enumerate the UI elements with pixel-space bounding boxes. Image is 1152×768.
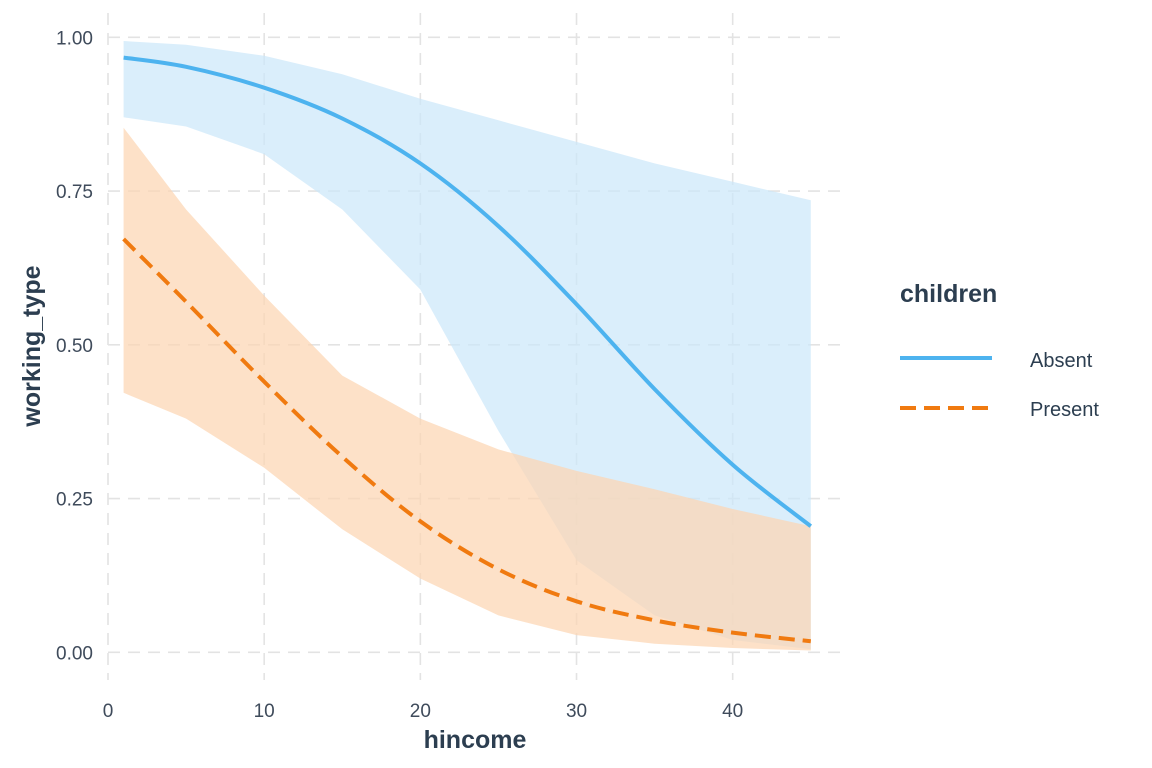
x-tick-label: 30 (566, 701, 587, 722)
line-layer (122, 55, 813, 644)
x-tick-label: 10 (254, 701, 275, 722)
ribbon-layer (123, 41, 811, 651)
x-tick-label: 0 (103, 701, 114, 722)
y-axis-title: working_type (18, 265, 46, 427)
legend-title: children (900, 280, 997, 308)
x-axis-title: hincome (424, 726, 527, 754)
ribbon-present (123, 127, 811, 651)
y-tick-label: 0.50 (56, 336, 93, 357)
y-tick-label: 0.25 (56, 490, 93, 511)
y-tick-label: 1.00 (56, 28, 93, 49)
legend: children Absent Present (900, 280, 1099, 421)
tick-labels: 0 10 20 30 40 0.00 0.25 0.50 0.75 1.00 (56, 28, 743, 722)
line-absent (123, 55, 813, 528)
y-tick-label: 0.75 (56, 182, 93, 203)
y-tick-label: 0.00 (56, 643, 93, 664)
x-tick-label: 20 (410, 701, 431, 722)
legend-label-absent: Absent (1030, 350, 1093, 372)
legend-label-present: Present (1030, 399, 1099, 421)
x-tick-label: 40 (722, 701, 743, 722)
